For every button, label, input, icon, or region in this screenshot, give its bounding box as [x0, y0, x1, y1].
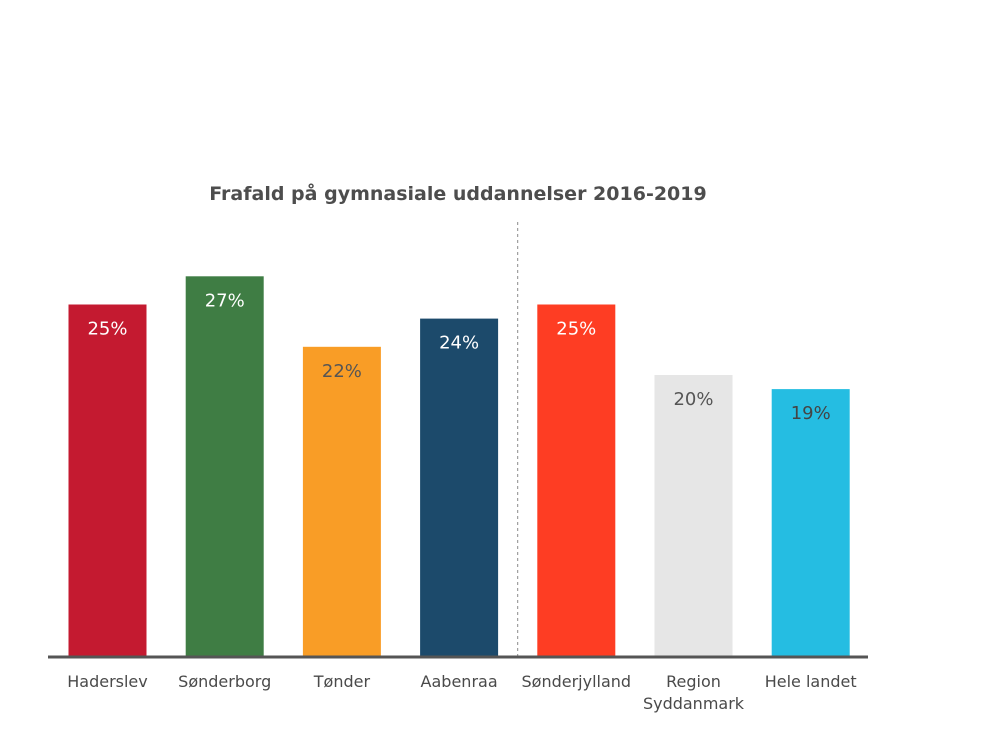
data-label-6: 19%: [791, 403, 831, 424]
bar-4: [537, 304, 616, 657]
data-label-2: 22%: [322, 361, 362, 382]
data-label-5: 20%: [673, 389, 713, 410]
category-label-3: Aabenraa: [421, 672, 498, 691]
data-label-0: 25%: [87, 319, 127, 340]
data-label-4: 25%: [556, 319, 596, 340]
bar-6: [771, 389, 850, 657]
bar-1: [185, 276, 264, 657]
data-label-1: 27%: [205, 290, 245, 311]
category-label-0: Haderslev: [67, 672, 148, 691]
category-label-5-line-0: Region: [666, 672, 721, 691]
plot-area: 25% Haderslev 27% Sønderborg 22% Tønder 24% Aab…: [48, 222, 868, 713]
category-label-2: Tønder: [313, 672, 371, 691]
data-label-3: 24%: [439, 333, 479, 354]
bar-3: [420, 318, 499, 657]
bar-0: [68, 304, 147, 657]
bar-5: [654, 375, 733, 657]
chart-title: Frafald på gymnasiale uddannelser 2016-2…: [209, 181, 706, 205]
category-label-1: Sønderborg: [178, 672, 271, 691]
bar-2: [302, 346, 381, 657]
category-label-5-line-1: Syddanmark: [643, 694, 745, 713]
category-label-4: Sønderjylland: [522, 672, 632, 691]
category-label-6: Hele landet: [765, 672, 857, 691]
